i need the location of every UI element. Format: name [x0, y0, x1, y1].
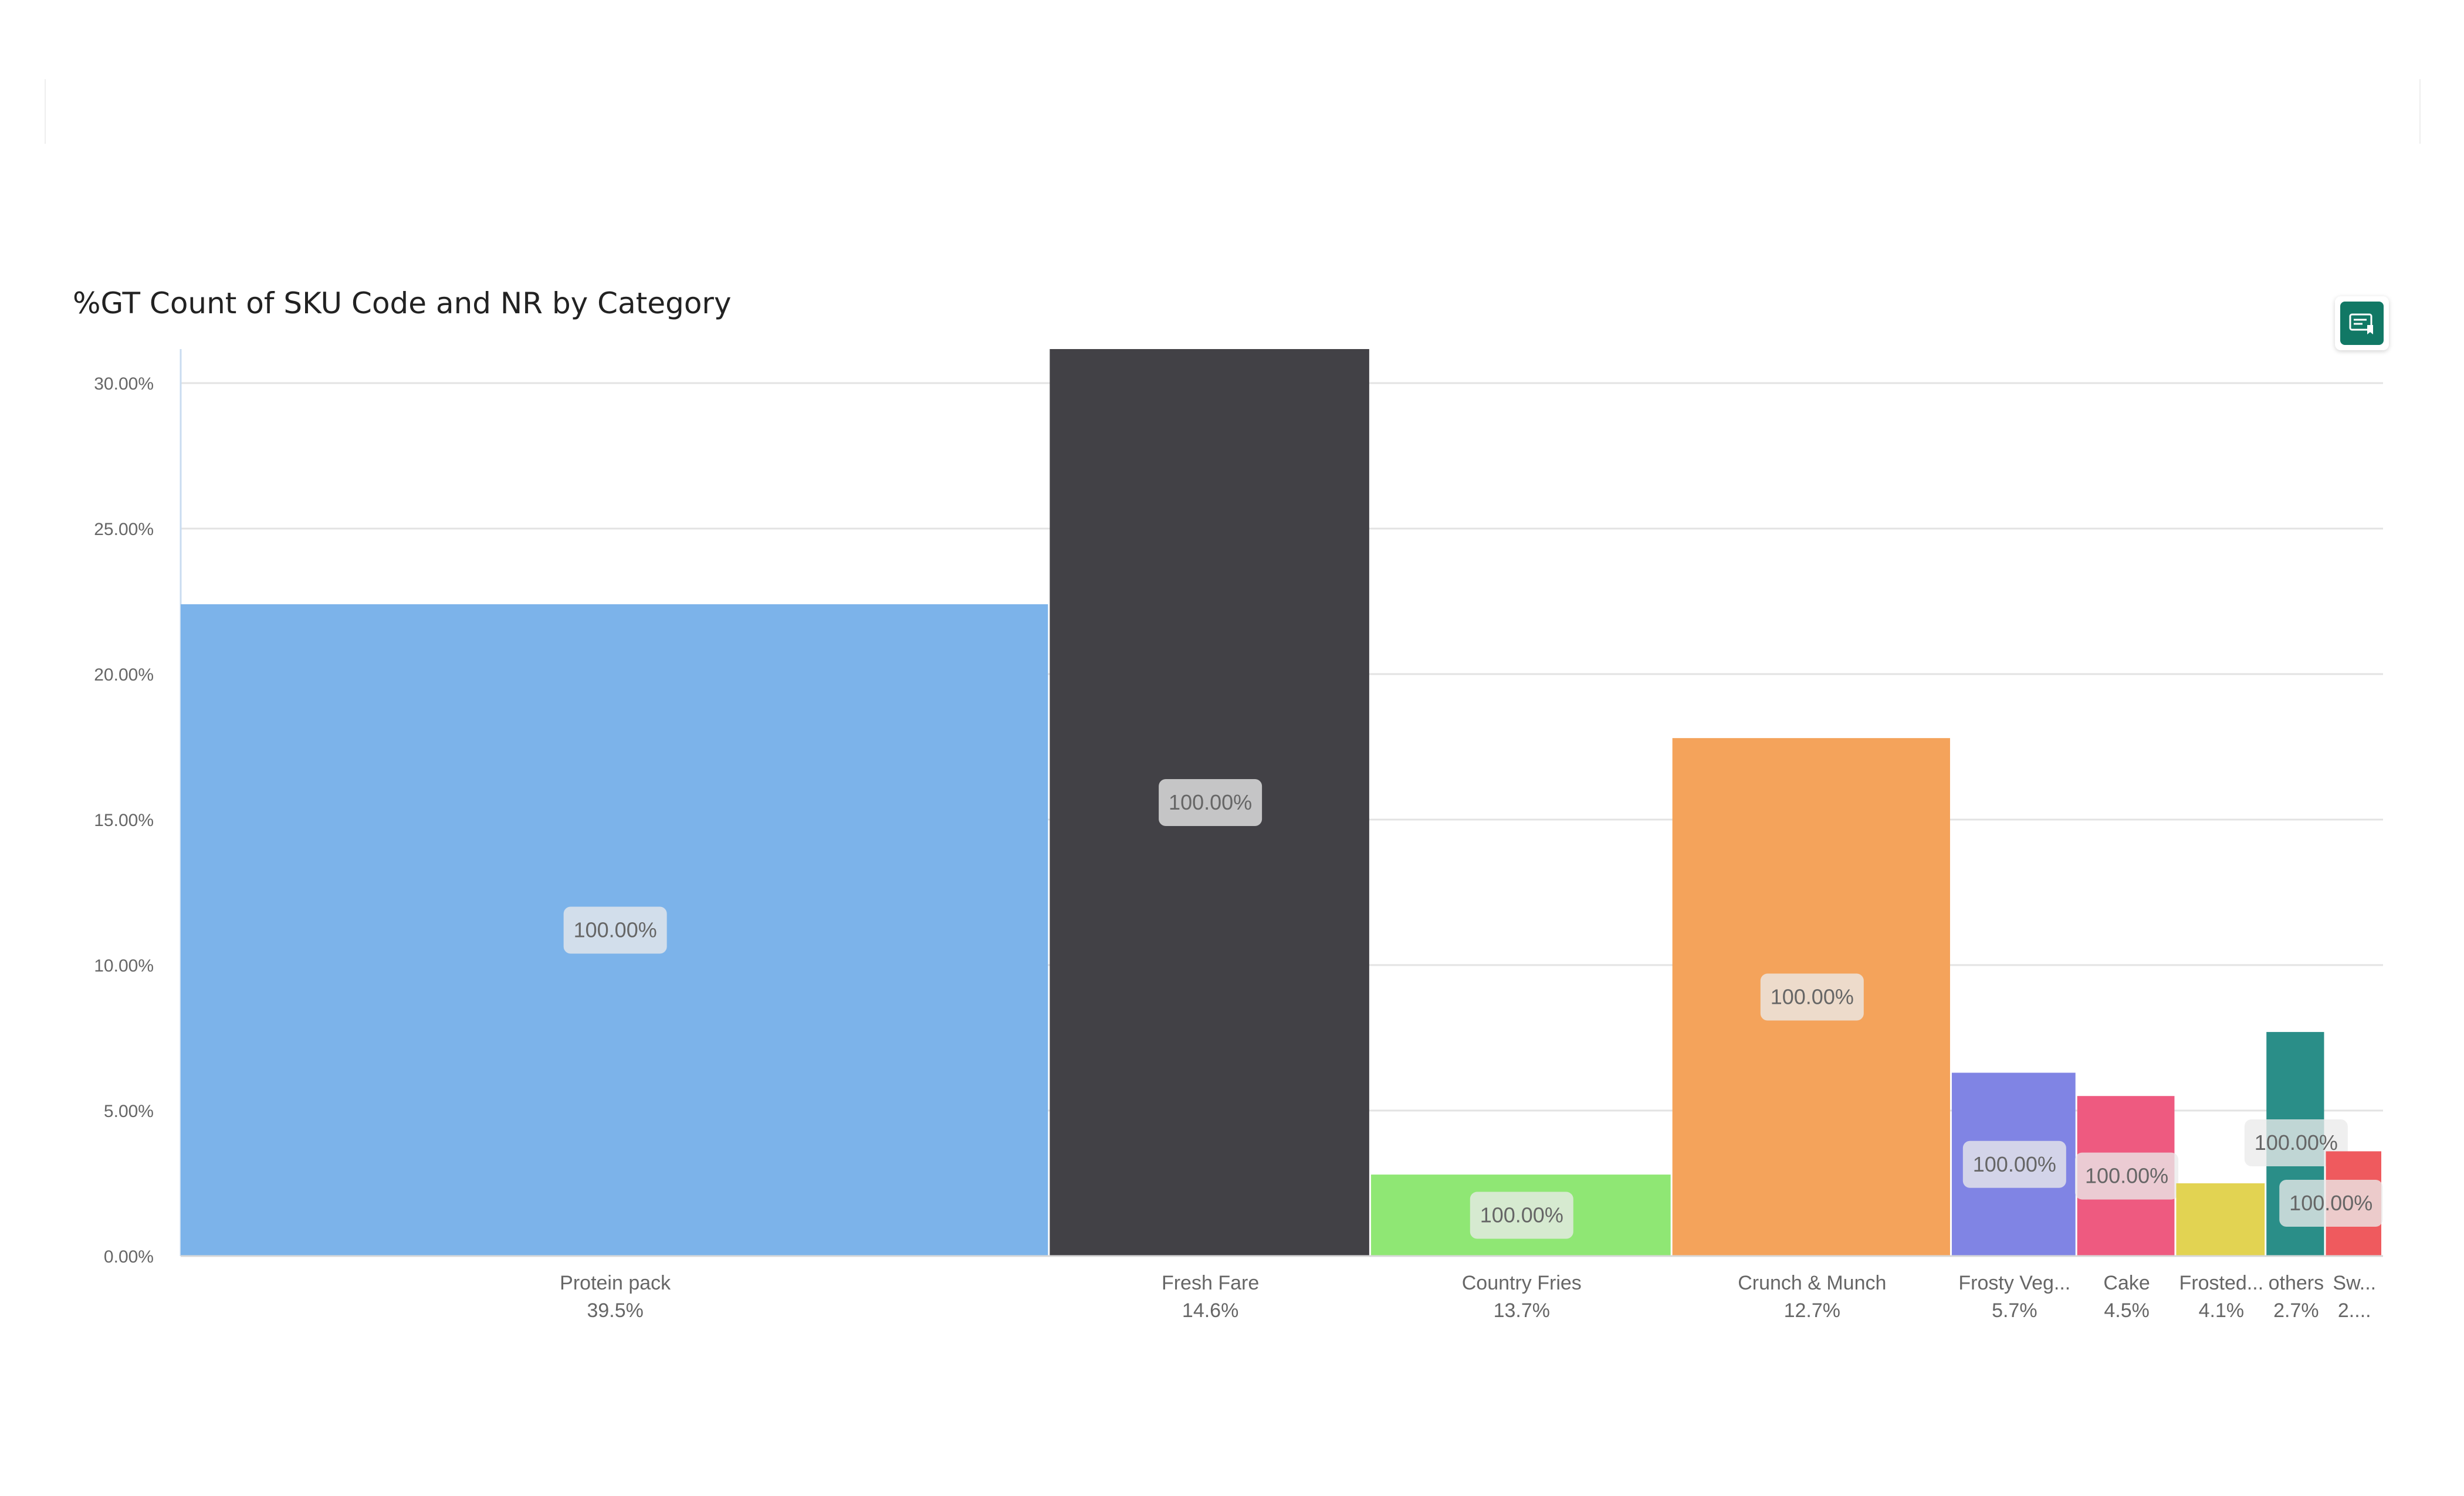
x-width-label: 4.5% [2104, 1299, 2150, 1322]
smart-narrative-icon [2340, 302, 2384, 345]
data-label-bg [563, 906, 667, 954]
y-tick-label: 5.00% [104, 1102, 154, 1121]
data-label-bg [2244, 1119, 2348, 1166]
smart-narrative-button[interactable] [2335, 296, 2389, 350]
x-category-label: Protein pack [560, 1272, 671, 1294]
data-label-bg [1470, 1192, 1573, 1239]
x-width-label: 39.5% [587, 1299, 643, 1322]
x-category-label: Crunch & Munch [1738, 1272, 1886, 1294]
y-tick-label: 15.00% [94, 811, 154, 830]
x-width-label: 14.6% [1182, 1299, 1238, 1322]
data-label: 100.00% [1973, 1152, 2056, 1176]
data-label: 100.00% [2255, 1131, 2338, 1155]
x-category-label: Sw... [2333, 1272, 2376, 1294]
data-label: 100.00% [1771, 985, 1854, 1009]
data-label: 100.00% [574, 918, 657, 942]
data-label: 100.00% [2289, 1191, 2372, 1215]
card-border-right [2419, 79, 2421, 144]
chart-title: %GT Count of SKU Code and NR by Category [73, 286, 732, 320]
x-width-label: 12.7% [1784, 1299, 1840, 1322]
bar-frosted[interactable] [2176, 1183, 2265, 1256]
x-category-label: Fresh Fare [1162, 1272, 1259, 1294]
y-tick-label: 10.00% [94, 956, 154, 976]
data-label-bg [2075, 1152, 2179, 1200]
data-label-bg [1760, 973, 1864, 1021]
y-tick-label: 30.00% [94, 374, 154, 394]
x-category-label: Country Fries [1462, 1272, 1582, 1294]
x-width-label: 13.7% [1494, 1299, 1550, 1322]
x-width-label: 2.7% [2273, 1299, 2319, 1322]
y-tick-label: 20.00% [94, 665, 154, 685]
data-label: 100.00% [2085, 1164, 2168, 1188]
data-label-bg [2279, 1180, 2383, 1227]
data-label-bg [1962, 1140, 2066, 1188]
data-label: 100.00% [1169, 790, 1252, 814]
card-border-left [45, 79, 46, 144]
y-tick-label: 0.00% [104, 1247, 154, 1267]
data-label-bg [1159, 779, 1263, 826]
x-category-label: Frosted... [2179, 1272, 2264, 1294]
y-tick-label: 25.00% [94, 520, 154, 539]
x-category-label: others [2269, 1272, 2324, 1294]
x-width-label: 2.... [2338, 1299, 2371, 1322]
x-width-label: 5.7% [1992, 1299, 2037, 1322]
x-category-label: Frosty Veg... [1958, 1272, 2070, 1294]
x-width-label: 4.1% [2199, 1299, 2245, 1322]
data-label: 100.00% [1480, 1203, 1563, 1227]
x-category-label: Cake [2103, 1272, 2150, 1294]
